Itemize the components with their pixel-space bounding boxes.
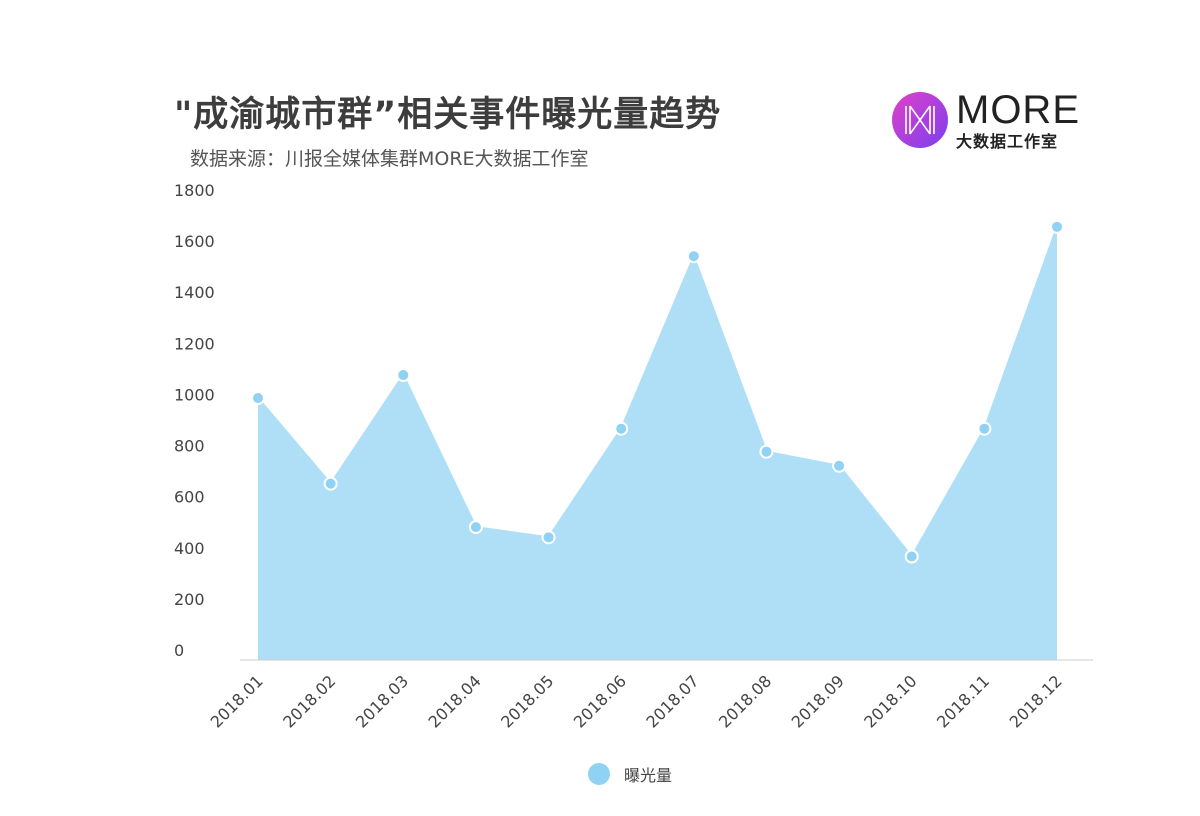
logo-word: MORE (956, 88, 1080, 132)
x-tick-label: 2018.10 (860, 671, 920, 731)
y-tick-label: 600 (174, 488, 205, 507)
chart-legend: 曝光量 (588, 762, 672, 786)
more-logo-icon (892, 92, 948, 148)
y-tick-label: 800 (174, 437, 205, 456)
series-area (258, 226, 1057, 661)
legend-label: 曝光量 (624, 766, 673, 785)
y-tick-label: 1600 (174, 232, 215, 251)
data-point (541, 530, 556, 545)
data-point (323, 476, 338, 491)
data-point (614, 421, 629, 436)
y-tick-label: 1200 (174, 334, 215, 353)
series-line (257, 226, 1058, 559)
data-point (977, 421, 992, 436)
data-point (904, 549, 919, 564)
y-tick-label: 400 (174, 539, 205, 558)
x-tick-label: 2018.09 (788, 671, 848, 731)
x-tick-label: 2018.01 (207, 671, 267, 731)
data-point (686, 249, 701, 264)
data-point (1050, 219, 1064, 234)
x-tick-label: 2018.11 (933, 671, 993, 731)
chart-title: "成渝城市群”相关事件曝光量趋势 (174, 95, 722, 135)
x-tick-label: 2018.06 (570, 671, 630, 731)
x-tick-label: 2018.02 (279, 671, 339, 731)
more-logo: MORE 大数据工作室 (892, 88, 1082, 151)
x-tick-label: 2018.04 (425, 671, 485, 731)
y-tick-label: 200 (174, 590, 205, 609)
chart-subtitle: 数据来源：川报全媒体集群MORE大数据工作室 (190, 148, 589, 170)
data-point (832, 458, 847, 473)
x-tick-label: 2018.08 (715, 671, 775, 731)
x-tick-label: 2018.05 (497, 671, 557, 731)
data-point (468, 520, 483, 535)
data-point (251, 391, 265, 406)
logo-subtitle: 大数据工作室 (956, 132, 1059, 151)
y-tick-label: 1000 (174, 385, 215, 404)
legend-swatch (588, 763, 610, 785)
data-point (759, 444, 774, 459)
y-tick-label: 1400 (174, 283, 215, 302)
x-tick-label: 2018.07 (642, 671, 702, 731)
data-point (396, 368, 411, 383)
y-tick-label: 0 (174, 641, 184, 660)
y-tick-label: 1800 (174, 181, 215, 200)
x-tick-label: 2018.03 (352, 671, 412, 731)
x-tick-label: 2018.12 (1006, 671, 1066, 731)
